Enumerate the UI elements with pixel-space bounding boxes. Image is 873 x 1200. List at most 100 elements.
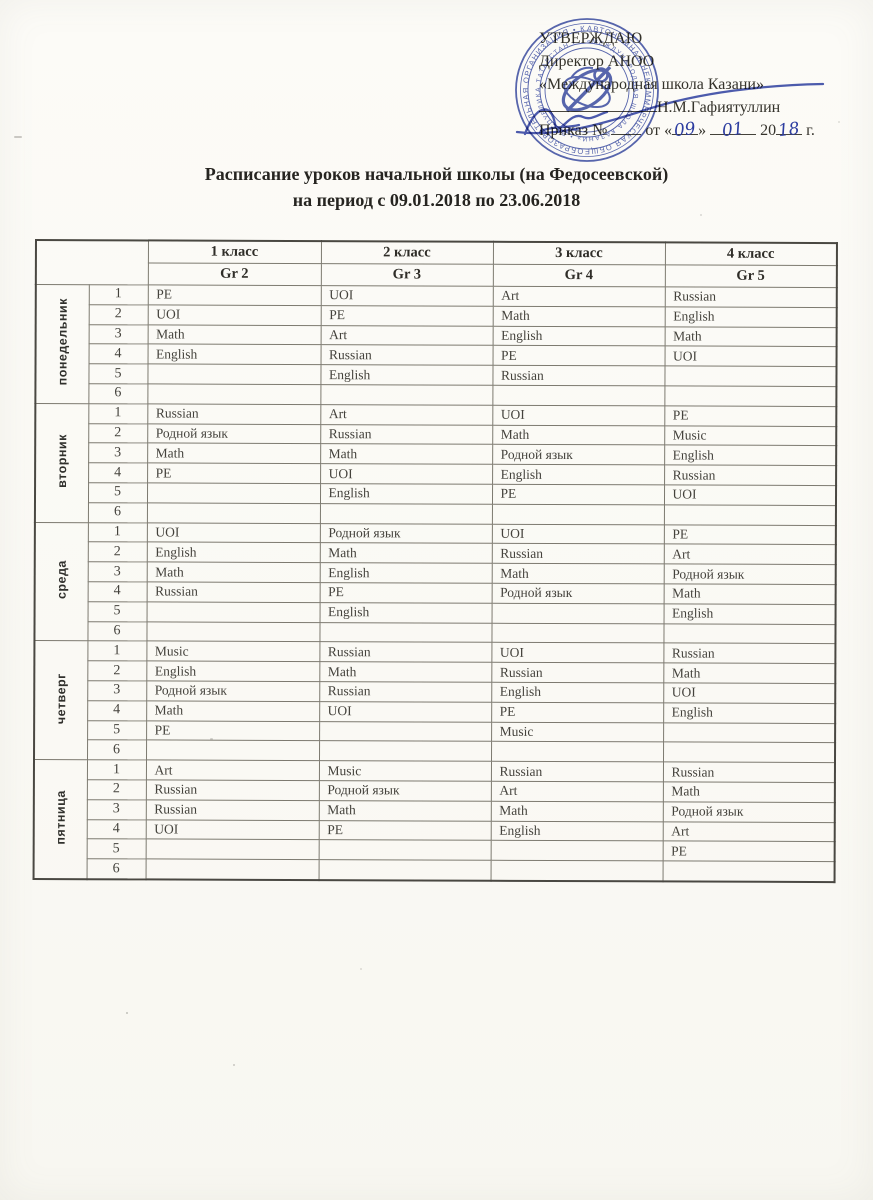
lesson-cell <box>490 860 663 882</box>
lesson-number: 5 <box>86 839 146 860</box>
lesson-cell <box>664 385 837 407</box>
group-header: Gr 3 <box>320 263 493 287</box>
lesson-cell: English <box>319 602 492 623</box>
lesson-number: 3 <box>86 799 146 820</box>
lesson-cell <box>146 502 320 524</box>
official-round-stamp: АВТОНОМНАЯ НЕКОММЕРЧЕСКАЯ ОБЩЕОБРАЗОВАТЕ… <box>508 7 663 166</box>
title-line-1: Расписание уроков начальной школы (на Фе… <box>204 164 669 184</box>
lesson-cell <box>147 383 321 405</box>
group-header: Gr 2 <box>147 262 321 286</box>
order-suffix: г. <box>806 122 815 139</box>
lesson-cell: PE <box>146 720 320 741</box>
lesson-number: 5 <box>87 720 147 741</box>
lesson-number: 4 <box>88 344 148 365</box>
lesson-number: 5 <box>87 601 147 622</box>
lesson-cell: English <box>319 483 493 505</box>
day-label-cell: пятница <box>33 759 88 880</box>
lesson-cell <box>662 742 836 763</box>
lesson-cell: UOI <box>491 523 664 545</box>
lesson-number: 1 <box>88 403 148 424</box>
lesson-number: 5 <box>87 482 148 503</box>
lesson-cell: PE <box>492 345 665 367</box>
order-quote-close: » <box>698 122 707 139</box>
lesson-cell <box>147 364 321 385</box>
group-header: Gr 4 <box>492 264 665 287</box>
lesson-cell: Родной язык <box>663 564 836 585</box>
lesson-cell <box>662 861 835 882</box>
lesson-number: 2 <box>88 423 148 444</box>
lesson-cell: Russian <box>490 761 663 782</box>
lesson-cell: UOI <box>664 346 837 367</box>
lesson-number: 6 <box>87 740 147 761</box>
lesson-cell: Родной язык <box>319 523 492 544</box>
lesson-cell: Russian <box>664 465 837 486</box>
lesson-cell: UOI <box>491 642 664 664</box>
lesson-number: 2 <box>88 304 148 325</box>
lesson-number: 2 <box>87 542 147 563</box>
lesson-cell: Родной язык <box>492 444 665 466</box>
lesson-cell: Math <box>146 700 320 722</box>
lesson-cell: Math <box>147 324 321 345</box>
schedule-table: 1 класс 2 класс 3 класс 4 класс Gr 2 Gr … <box>32 239 838 883</box>
lesson-cell: English <box>664 445 837 466</box>
scan-speckle <box>700 214 702 216</box>
day-label-cell: четверг <box>34 640 88 760</box>
lesson-number: 6 <box>88 383 148 404</box>
order-year-printed: 20 <box>760 122 777 139</box>
lesson-number: 2 <box>86 779 146 800</box>
lesson-cell: Art <box>320 404 493 425</box>
lesson-cell: PE <box>318 820 491 841</box>
lesson-number: 6 <box>87 621 147 642</box>
day-label: вторник <box>54 433 70 488</box>
lesson-number: 3 <box>87 561 147 582</box>
lesson-cell <box>664 366 837 387</box>
document-title: Расписание уроков начальной школы (на Фе… <box>0 161 873 213</box>
lesson-cell: PE <box>147 284 321 306</box>
lesson-cell: Russian <box>320 424 493 445</box>
lesson-cell: Math <box>146 562 320 583</box>
scan-speckle <box>360 968 362 970</box>
lesson-cell: Math <box>319 542 492 564</box>
lesson-cell: English <box>146 542 320 563</box>
order-number-blank <box>611 119 642 135</box>
table-row: 6 <box>34 858 835 882</box>
scan-speckle <box>838 121 840 123</box>
lesson-cell: English <box>492 325 665 347</box>
lesson-cell: Art <box>490 781 663 802</box>
scan-speckle <box>14 136 22 138</box>
stamp-center-emblem <box>561 65 613 113</box>
lesson-cell: PE <box>320 305 493 326</box>
lesson-number: 4 <box>86 819 146 840</box>
schedule-body: понедельник 1 PE UOI Art Russian 2 UOI PE Math Eng… <box>33 284 837 882</box>
lesson-number: 5 <box>88 363 148 384</box>
lesson-cell: Родной язык <box>662 801 835 823</box>
lesson-cell: Russian <box>145 779 319 801</box>
lesson-cell: UOI <box>320 463 493 485</box>
lesson-cell: PE <box>319 582 492 604</box>
lesson-cell <box>319 503 492 524</box>
lesson-cell: English <box>664 306 837 328</box>
lesson-cell: Math <box>147 443 321 464</box>
lesson-cell: English <box>492 464 665 485</box>
lesson-cell: Math <box>492 424 665 446</box>
lesson-cell: Math <box>490 800 663 822</box>
lesson-cell: Art <box>663 544 836 565</box>
lesson-cell: Math <box>319 661 492 683</box>
lesson-cell: Math <box>492 306 665 327</box>
lesson-cell: Родной язык <box>147 423 321 444</box>
lesson-cell: UOI <box>147 304 321 326</box>
lesson-cell: UOI <box>492 405 665 426</box>
lesson-cell: English <box>320 364 493 386</box>
lesson-cell: Russian <box>147 403 321 425</box>
lesson-cell: English <box>490 820 663 842</box>
signature-underline <box>539 98 657 112</box>
lesson-cell <box>491 504 664 525</box>
approve-label: УТВЕРЖДАЮ <box>539 30 643 47</box>
lesson-cell: Russian <box>319 641 492 663</box>
lesson-cell <box>490 840 663 862</box>
lesson-number: 1 <box>87 641 147 662</box>
lesson-cell <box>145 859 319 880</box>
order-from-label: от « <box>645 122 673 139</box>
lesson-cell: Art <box>145 760 319 781</box>
